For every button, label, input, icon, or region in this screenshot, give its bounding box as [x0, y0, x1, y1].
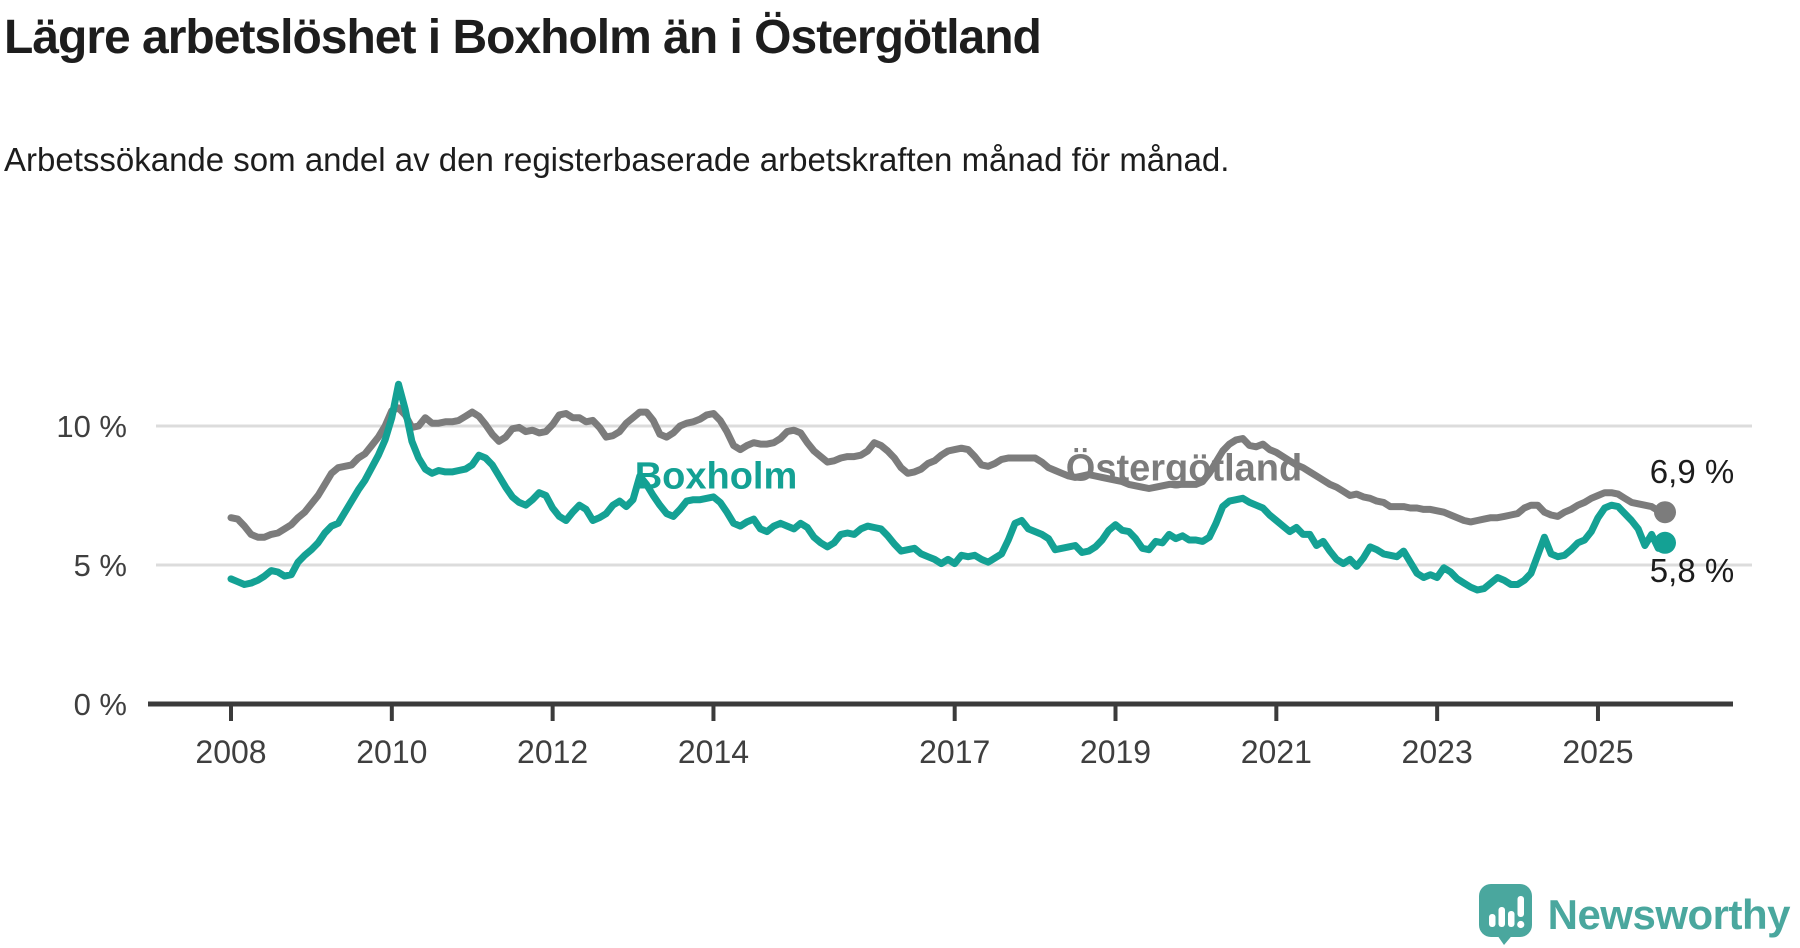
y-axis-label-5: 5 %	[74, 548, 127, 583]
boxholm-end-value-label: 5,8 %	[1649, 552, 1735, 589]
ostergotland-series-label: Östergötland	[1065, 447, 1303, 490]
y-axis-label-0: 0 %	[74, 687, 127, 722]
x-axis-label-2010: 2010	[356, 734, 427, 770]
y-axis-label-10: 10 %	[56, 409, 127, 444]
x-axis-label-2025: 2025	[1562, 734, 1633, 770]
x-axis-label-2008: 2008	[195, 734, 266, 770]
ostergotland-line	[227, 404, 1669, 541]
x-axis-label-2021: 2021	[1241, 734, 1312, 770]
chart-subtitle: Arbetssökande som andel av den registerb…	[4, 141, 1230, 178]
ostergotland-end-dot	[1654, 501, 1676, 524]
x-axis-label-2023: 2023	[1402, 734, 1473, 770]
newsworthy-logo-icon	[1478, 884, 1532, 945]
x-axis-label-2012: 2012	[517, 734, 588, 770]
x-axis-label-2019: 2019	[1080, 734, 1151, 770]
newsworthy-logo: Newsworthy	[1478, 884, 1791, 946]
boxholm-line	[227, 380, 1669, 594]
ostergotland-end-value-label: 6,9 %	[1649, 453, 1735, 490]
x-axis-label-2017: 2017	[919, 734, 990, 770]
boxholm-series-label: Boxholm	[634, 455, 798, 498]
boxholm-end-dot	[1654, 531, 1676, 554]
x-axis-label-2014: 2014	[678, 734, 749, 770]
newsworthy-logo-text: Newsworthy	[1547, 891, 1791, 938]
chart-title: Lägre arbetslöshet i Boxholm än i Österg…	[4, 11, 1042, 64]
